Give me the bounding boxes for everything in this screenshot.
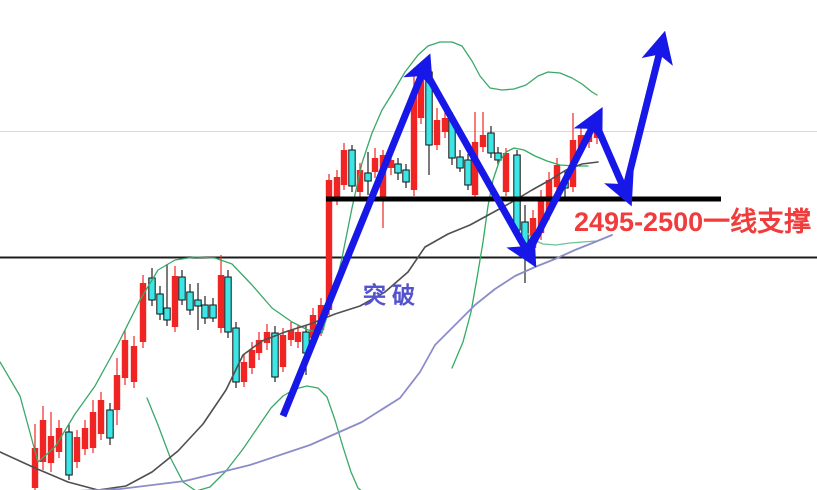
- candle: [217, 255, 225, 333]
- candle: [55, 420, 63, 458]
- candle: [224, 270, 232, 338]
- candle: [348, 145, 356, 192]
- candle: [394, 158, 402, 180]
- candle: [171, 266, 179, 332]
- support-annotation: 2495-2500一线支撑: [574, 207, 811, 237]
- candle: [294, 325, 302, 348]
- candle: [464, 154, 472, 190]
- candle: [148, 268, 156, 306]
- candle: [502, 148, 510, 196]
- candle: [494, 147, 502, 165]
- candle: [130, 336, 138, 388]
- candle: [81, 420, 89, 455]
- bollinger-lower-band-left: [146, 385, 362, 490]
- candle: [364, 152, 372, 195]
- candle: [139, 275, 147, 348]
- candle: [487, 126, 495, 158]
- indicator-lines: [0, 41, 613, 490]
- candle: [209, 298, 217, 322]
- candle: [569, 113, 577, 192]
- candle: [402, 164, 410, 188]
- candle: [47, 412, 55, 472]
- candle: [73, 430, 81, 468]
- breakout-annotation: 突破: [363, 282, 421, 308]
- candle: [106, 403, 114, 445]
- candle: [97, 392, 105, 440]
- horizontal-level-lines: [0, 131, 817, 259]
- candle: [232, 322, 240, 388]
- candle: [65, 424, 73, 480]
- candle: [39, 406, 47, 470]
- bollinger-middle-band-right: [451, 147, 589, 369]
- candle: [433, 108, 441, 150]
- candle: [479, 112, 487, 152]
- trend-arrow-up-leg-3: [621, 30, 673, 192]
- candle: [121, 330, 129, 385]
- candle: [201, 296, 209, 324]
- candle: [248, 342, 256, 374]
- candle: [240, 354, 248, 387]
- candle: [163, 264, 171, 326]
- trend-arrows: [279, 30, 673, 418]
- candle: [263, 324, 271, 350]
- candle: [178, 270, 186, 305]
- candle: [371, 148, 379, 178]
- bollinger-upper-band: [0, 41, 598, 463]
- trend-arrow-up-leg-1: [279, 53, 434, 418]
- trend-arrow-down-leg-2: [591, 120, 634, 207]
- candle: [456, 150, 464, 172]
- candle: [255, 332, 263, 360]
- trend-arrow-up-leg-2: [524, 107, 603, 255]
- candle: [186, 284, 194, 315]
- candle: [356, 163, 364, 197]
- candle: [156, 286, 164, 320]
- trend-arrow-down-leg-1: [420, 67, 537, 268]
- candle: [113, 358, 121, 425]
- candle: [279, 328, 287, 372]
- ma-dark: [0, 161, 599, 490]
- candle: [340, 143, 348, 190]
- ma-slate: [78, 234, 613, 490]
- candle: [194, 283, 202, 330]
- candle: [89, 400, 97, 453]
- candle: [287, 322, 295, 346]
